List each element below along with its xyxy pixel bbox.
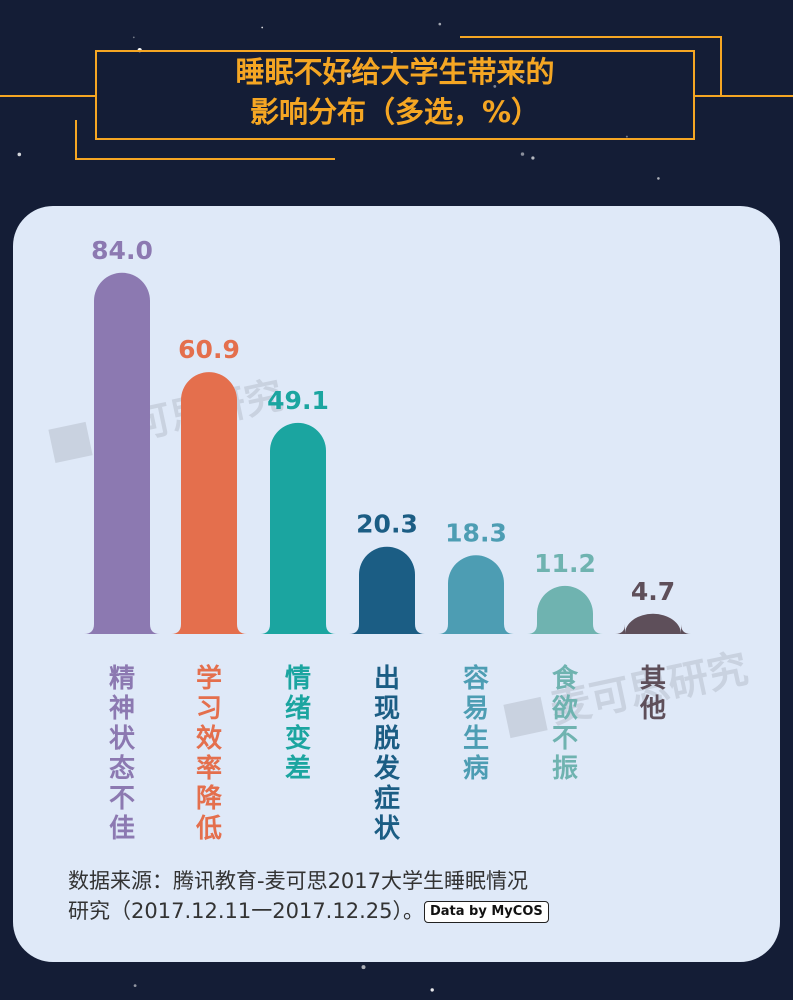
value-label-3: 49.1 [267, 386, 329, 415]
bar-4 [349, 546, 425, 634]
star [17, 152, 22, 157]
category-label-4: 出现脱发症状 [373, 664, 400, 844]
value-label-2: 60.9 [178, 335, 240, 364]
category-label-2: 学习效率降低 [195, 664, 222, 844]
star [519, 75, 523, 79]
title-rule-right [695, 95, 793, 97]
value-label-6: 11.2 [534, 549, 596, 578]
star [438, 22, 442, 26]
value-label-1: 84.0 [91, 236, 153, 265]
bar-6 [527, 585, 603, 634]
title-frame-top-offset [460, 36, 722, 38]
value-label-7: 4.7 [631, 577, 675, 606]
value-label-5: 18.3 [445, 518, 507, 547]
star [430, 988, 434, 992]
source-line2: 研究（2017.12.11一2017.12.25）。 [68, 899, 424, 923]
data-source-note: 数据来源：腾讯教育-麦可思2017大学生睡眠情况 研究（2017.12.11一2… [68, 866, 628, 926]
star [625, 135, 628, 138]
category-label-7: 其他 [639, 664, 666, 724]
star [361, 965, 366, 970]
bar-5 [438, 555, 514, 634]
title-frame [95, 50, 695, 140]
category-label-6: 食欲不振 [551, 664, 578, 784]
star [133, 984, 137, 987]
star [520, 152, 525, 156]
chart-title-line2: 影响分布（多选，%） [249, 95, 541, 129]
category-label-3: 情绪变差 [284, 664, 311, 784]
title-frame-left-offset [75, 120, 77, 160]
value-label-4: 20.3 [356, 510, 418, 539]
star [531, 156, 535, 160]
bar-2 [171, 372, 247, 634]
category-label-1: 精神状态不佳 [108, 664, 135, 844]
bar-7 [615, 613, 691, 634]
star [132, 36, 135, 39]
category-label-5: 容易生病 [462, 664, 489, 784]
source-line1: 数据来源：腾讯教育-麦可思2017大学生睡眠情况 [68, 869, 529, 893]
star [261, 26, 264, 29]
bar-3 [260, 422, 336, 634]
chart-title: 睡眠不好给大学生带来的 影响分布（多选，%） [95, 52, 695, 132]
title-frame-right-offset [720, 36, 722, 96]
star [657, 177, 660, 180]
title-rule-left [0, 95, 95, 97]
star [493, 85, 497, 88]
mycos-badge: Data by MyCOS [423, 901, 549, 923]
title-frame-bottom-offset [75, 158, 335, 160]
star [346, 73, 352, 78]
bar-1 [84, 272, 160, 634]
chart-title-line1: 睡眠不好给大学生带来的 [235, 55, 555, 89]
